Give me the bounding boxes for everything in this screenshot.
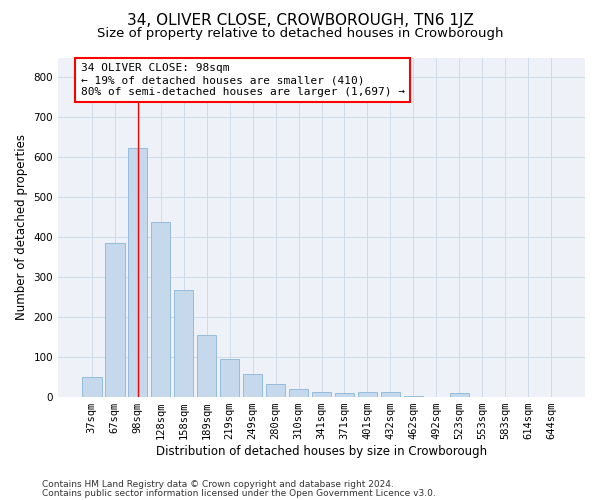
Bar: [312, 392, 331, 396]
Text: Size of property relative to detached houses in Crowborough: Size of property relative to detached ho…: [97, 28, 503, 40]
Bar: [220, 358, 239, 397]
Bar: [82, 378, 101, 396]
Bar: [380, 392, 400, 396]
Text: 34, OLIVER CLOSE, CROWBOROUGH, TN6 1JZ: 34, OLIVER CLOSE, CROWBOROUGH, TN6 1JZ: [127, 12, 473, 28]
X-axis label: Distribution of detached houses by size in Crowborough: Distribution of detached houses by size …: [156, 444, 487, 458]
Text: Contains HM Land Registry data © Crown copyright and database right 2024.: Contains HM Land Registry data © Crown c…: [42, 480, 394, 489]
Bar: [197, 335, 217, 396]
Y-axis label: Number of detached properties: Number of detached properties: [15, 134, 28, 320]
Bar: [449, 394, 469, 396]
Bar: [266, 384, 286, 396]
Bar: [151, 222, 170, 396]
Text: 34 OLIVER CLOSE: 98sqm
← 19% of detached houses are smaller (410)
80% of semi-de: 34 OLIVER CLOSE: 98sqm ← 19% of detached…: [81, 64, 405, 96]
Text: Contains public sector information licensed under the Open Government Licence v3: Contains public sector information licen…: [42, 489, 436, 498]
Bar: [358, 392, 377, 396]
Bar: [128, 148, 148, 396]
Bar: [174, 290, 193, 397]
Bar: [243, 374, 262, 396]
Bar: [105, 243, 125, 396]
Bar: [289, 390, 308, 396]
Bar: [335, 392, 354, 396]
